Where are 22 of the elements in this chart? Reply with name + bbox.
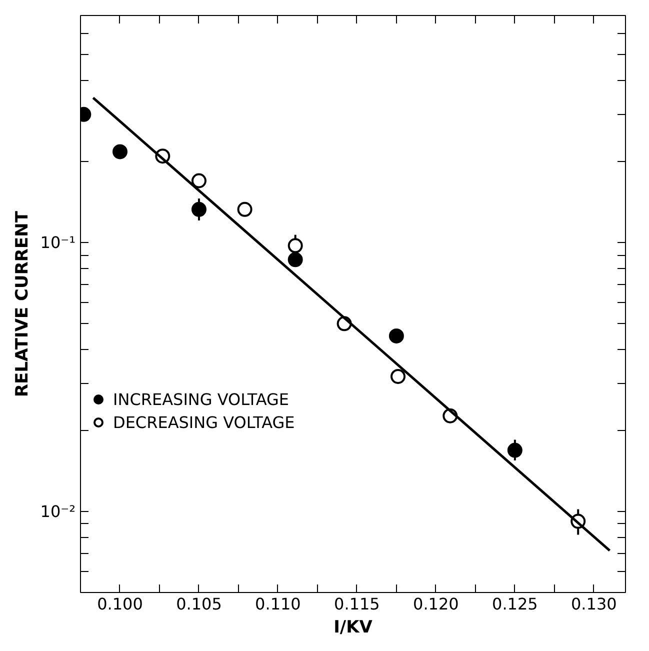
x-tick-label: 0.110 [255, 594, 301, 614]
y-tick-label: 10⁻¹ [40, 233, 76, 252]
legend-label: INCREASING VOLTAGE [113, 390, 290, 408]
point [112, 144, 128, 160]
point [191, 202, 206, 217]
point [390, 369, 406, 384]
point [288, 252, 303, 268]
y-tick-label: 10⁻² [40, 502, 76, 522]
x-tick-label: 0.100 [97, 594, 143, 614]
x-tick-label: 0.120 [413, 594, 459, 614]
x-axis-title: I/KV [334, 618, 374, 638]
legend-label: DECREASING VOLTAGE [113, 412, 295, 432]
point [288, 238, 303, 254]
y-axis-title: RELATIVE CURRENT [12, 210, 32, 397]
x-tick-label: 0.115 [334, 594, 380, 614]
x-tick-label: 0.105 [176, 594, 222, 614]
point [237, 202, 252, 217]
point [191, 173, 206, 188]
x-tick-label: 0.130 [571, 594, 617, 614]
x-tick-label: 0.125 [492, 594, 538, 614]
point [507, 442, 522, 458]
point [388, 328, 404, 344]
